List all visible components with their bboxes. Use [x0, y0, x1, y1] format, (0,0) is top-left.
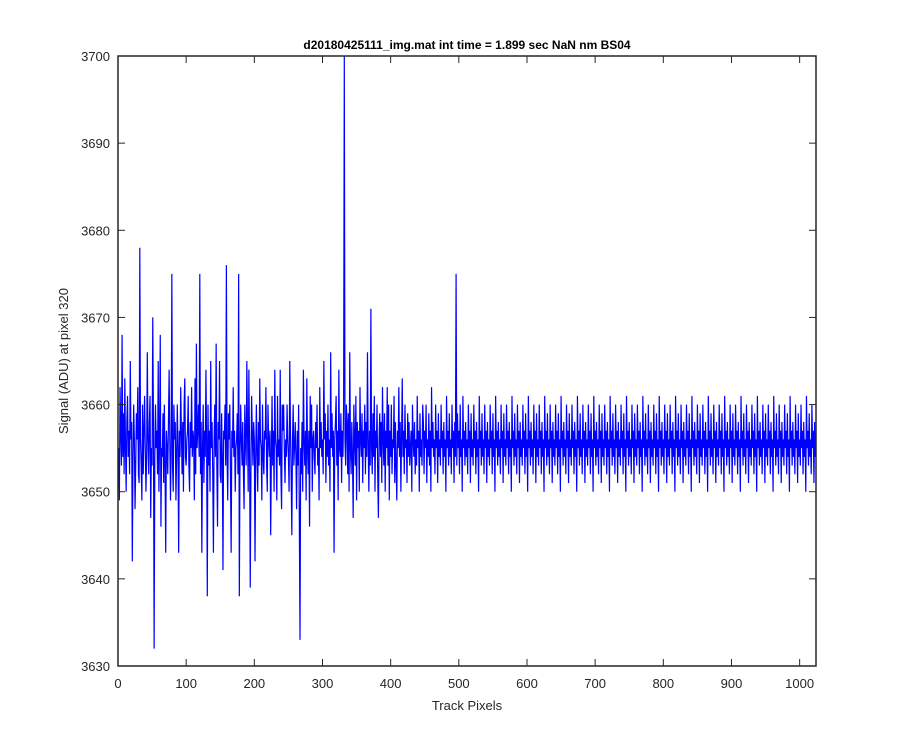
x-axis-label: Track Pixels [432, 698, 503, 713]
x-tick-label: 500 [448, 676, 470, 691]
y-tick-label: 3690 [81, 136, 110, 151]
y-tick-label: 3640 [81, 572, 110, 587]
axes-box [117, 55, 817, 667]
y-tick-label: 3700 [81, 49, 110, 64]
axes-background [118, 56, 816, 666]
x-tick-label: 900 [721, 676, 743, 691]
y-tick-label: 3650 [81, 485, 110, 500]
plot-area [117, 55, 817, 667]
x-tick-label: 1000 [785, 676, 814, 691]
chart-title: d20180425111_img.mat int time = 1.899 se… [303, 38, 631, 52]
x-tick-label: 0 [114, 676, 121, 691]
y-axis: 3630 3640 3650 3660 3670 3680 3690 3700 [81, 49, 816, 674]
x-axis: 0 100 200 300 400 500 600 700 800 900 1000 [114, 56, 814, 691]
x-tick-label: 400 [380, 676, 402, 691]
y-tick-label: 3630 [81, 659, 110, 674]
x-tick-label: 300 [312, 676, 334, 691]
x-tick-label: 800 [652, 676, 674, 691]
y-tick-label: 3660 [81, 398, 110, 413]
x-tick-label: 700 [584, 676, 606, 691]
x-tick-label: 100 [175, 676, 197, 691]
signal-series-line [118, 56, 816, 649]
y-axis-label: Signal (ADU) at pixel 320 [56, 288, 71, 434]
x-tick-label: 200 [243, 676, 265, 691]
x-tick-label: 600 [516, 676, 538, 691]
y-tick-label: 3680 [81, 223, 110, 238]
y-tick-label: 3670 [81, 310, 110, 325]
